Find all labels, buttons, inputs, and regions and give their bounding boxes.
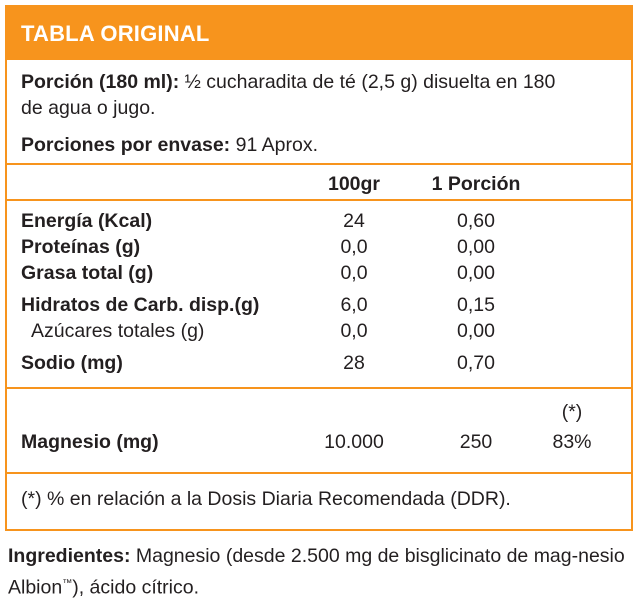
servings-label: Porciones por envase:: [21, 134, 231, 156]
column-header-porcion: 1 Porción: [431, 173, 521, 195]
divider: [7, 199, 631, 201]
ingredients-label: Ingredientes:: [8, 545, 131, 567]
nutrient-value-energia-100: 24: [343, 210, 365, 232]
serving-line-2: de agua o jugo.: [21, 97, 156, 119]
nutrient-value-sodio-porcion: 0,70: [457, 352, 495, 374]
nutrient-label-azucares: Azúcares totales (g): [31, 320, 205, 342]
nutrient-value-proteinas-100: 0,0: [340, 236, 368, 258]
nutrient-value-grasa-100: 0,0: [340, 262, 368, 284]
divider: [7, 472, 631, 474]
serving-label: Porción (180 ml):: [21, 71, 180, 93]
nutrient-label-proteinas: Proteínas (g): [21, 236, 141, 258]
nutrient-label-sodio: Sodio (mg): [21, 352, 123, 374]
serving-value: ½ cucharadita de té (2,5 g) disuelta en …: [184, 71, 556, 93]
ingredients-text-1: Magnesio (desde 2.500 mg de bisglicinato…: [8, 545, 625, 599]
nutrient-value-energia-porcion: 0,60: [457, 210, 495, 232]
nutrient-value-magnesio-porcion: 250: [459, 431, 493, 453]
nutrient-value-sodio-100: 28: [343, 352, 365, 374]
nutrition-table: TABLA ORIGINAL Porción (180 ml): ½ cucha…: [5, 5, 633, 531]
column-header-100gr: 100gr: [327, 173, 381, 195]
servings-per-container: Porciones por envase: 91 Aprox.: [21, 134, 318, 157]
footnote: (*) % en relación a la Dosis Diaria Reco…: [21, 488, 511, 510]
nutrient-value-proteinas-porcion: 0,00: [457, 236, 495, 258]
table-title: TABLA ORIGINAL: [7, 7, 631, 60]
ddr-marker: (*): [561, 401, 583, 423]
trademark-symbol: ™: [62, 578, 73, 589]
nutrient-value-grasa-porcion: 0,00: [457, 262, 495, 284]
nutrient-label-hidratos: Hidratos de Carb. disp.(g): [21, 294, 260, 316]
nutrient-label-grasa: Grasa total (g): [21, 262, 154, 284]
nutrient-label-energia: Energía (Kcal): [21, 210, 153, 232]
nutrient-value-magnesio-ddr: 83%: [552, 431, 592, 453]
ingredients-text-2: ), ácido cítrico.: [72, 576, 200, 599]
ingredients: Ingredientes: Magnesio (desde 2.500 mg d…: [8, 543, 633, 602]
servings-value: 91 Aprox.: [235, 134, 318, 156]
divider: [7, 163, 631, 165]
nutrient-label-magnesio: Magnesio (mg): [21, 431, 159, 453]
nutrient-value-magnesio-100: 10.000: [324, 431, 384, 453]
divider: [7, 387, 631, 389]
nutrient-value-hidratos-100: 6,0: [340, 294, 368, 316]
serving-line-1: Porción (180 ml): ½ cucharadita de té (2…: [21, 71, 555, 94]
nutrient-value-hidratos-porcion: 0,15: [457, 294, 495, 316]
nutrient-value-azucares-100: 0,0: [340, 320, 368, 342]
nutrient-value-azucares-porcion: 0,00: [457, 320, 495, 342]
